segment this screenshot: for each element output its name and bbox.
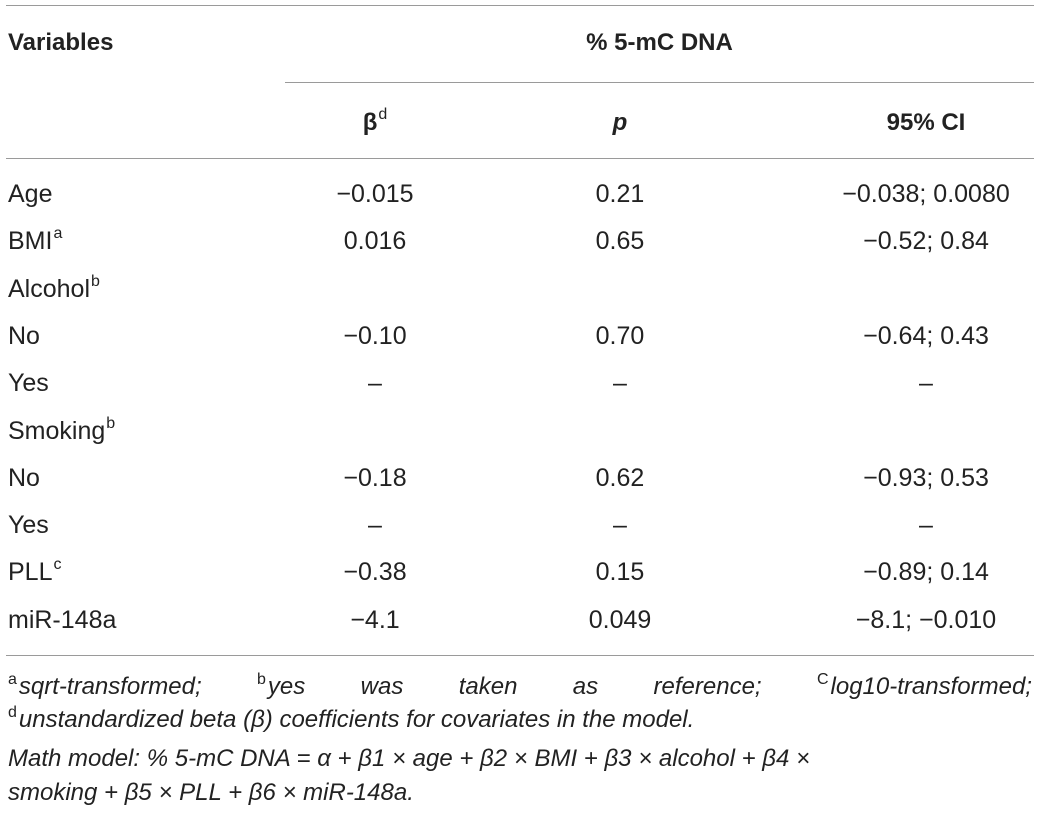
row-label: No <box>8 321 40 351</box>
row-label-text: Alcohol <box>8 275 90 303</box>
header-group-title: % 5-mC DNA <box>586 29 733 56</box>
cell-p: 0.70 <box>595 322 645 350</box>
footnote-b-sup-wrap: byes <box>257 670 305 707</box>
row-label: miR-148a <box>8 605 116 635</box>
row-label: No <box>8 463 40 493</box>
row-label-text: No <box>8 464 40 492</box>
cell-p: 0.65 <box>595 227 645 255</box>
footnote-a: asqrt-transformed; <box>8 670 202 707</box>
cell-beta: – <box>368 511 382 539</box>
table-top-rule <box>6 5 1034 6</box>
row-label: Alcoholb <box>8 273 100 308</box>
footnote-a-sup: a <box>8 671 17 688</box>
cell-p: 0.62 <box>595 464 645 492</box>
math-model-line-1: Math model: % 5-mC DNA = α + β1 × age + … <box>8 745 811 772</box>
cell-ci: −0.52; 0.84 <box>863 227 989 255</box>
row-label: Smokingb <box>8 415 116 450</box>
cell-ci: −0.64; 0.43 <box>863 322 989 350</box>
math-model-line-2: smoking + β5 × PLL + β6 × miR-148a. <box>8 779 414 806</box>
footnote-line-2: dunstandardized beta (β) coefficients fo… <box>8 703 1032 740</box>
cell-ci: – <box>919 369 933 397</box>
footnote-b-word: yes <box>267 673 306 700</box>
footnote-b-word: reference; <box>653 673 762 700</box>
row-label: Yes <box>8 510 49 540</box>
cell-p: 0.049 <box>588 606 652 634</box>
header-beta-label: β <box>362 109 378 136</box>
row-label-sup: a <box>53 225 63 242</box>
cell-beta: −0.015 <box>336 180 414 208</box>
row-label-sup: b <box>91 273 100 290</box>
row-label-text: No <box>8 322 40 350</box>
cell-beta: −0.38 <box>343 558 407 586</box>
footnote-d-text: unstandardized beta (β) coefficients for… <box>18 706 695 733</box>
row-label-text: miR-148a <box>8 606 117 634</box>
row-label-text: Yes <box>8 369 49 397</box>
row-label: Yes <box>8 368 49 398</box>
row-label: Age <box>8 179 52 209</box>
header-beta-sup: d <box>378 106 388 123</box>
footnote-b-word: taken <box>458 673 518 700</box>
footnote-d-sup: d <box>8 704 17 721</box>
row-label-sup: b <box>106 415 116 432</box>
row-label-text: PLL <box>8 558 53 586</box>
cell-beta: 0.016 <box>343 227 407 255</box>
cell-p: 0.15 <box>595 558 645 586</box>
table-bottom-rule <box>6 655 1034 656</box>
cell-ci: −0.93; 0.53 <box>863 464 989 492</box>
cell-p: – <box>613 511 627 539</box>
footnote-c: Clog10-transformed; <box>817 670 1032 707</box>
footnote-c-sup: C <box>816 671 829 688</box>
footnote-b-word: was <box>360 673 404 700</box>
header-variables: Variables <box>8 29 114 56</box>
row-label-text: BMI <box>8 227 53 255</box>
header-p: p <box>612 109 628 136</box>
cell-ci: – <box>919 511 933 539</box>
header-ci: 95% CI <box>886 109 966 136</box>
cell-beta: −0.18 <box>343 464 407 492</box>
cell-p: – <box>613 369 627 397</box>
cell-p: 0.21 <box>595 180 645 208</box>
header-beta: βd <box>290 106 460 141</box>
footnote-c-text: log10-transformed; <box>830 673 1032 700</box>
cell-ci: −0.038; 0.0080 <box>842 180 1010 208</box>
header-span-rule <box>285 82 1034 83</box>
cell-ci: −0.89; 0.14 <box>863 558 989 586</box>
row-label-text: Smoking <box>8 417 106 445</box>
footnote-b-sup: b <box>257 671 266 688</box>
cell-beta: −0.10 <box>343 322 407 350</box>
cell-beta: – <box>368 369 382 397</box>
row-label-sup: c <box>53 556 62 573</box>
footnote-b-word: as <box>572 673 599 700</box>
row-label: BMIa <box>8 225 63 260</box>
cell-ci: −8.1; −0.010 <box>855 606 997 634</box>
row-label: PLLc <box>8 556 62 591</box>
footnote-a-text: sqrt-transformed; <box>18 673 202 700</box>
row-label-text: Age <box>8 180 53 208</box>
cell-beta: −4.1 <box>350 606 400 634</box>
footnote-line-1: asqrt-transformed; byes was taken as ref… <box>8 670 1032 707</box>
row-label-text: Yes <box>8 511 49 539</box>
table-header-rule <box>6 158 1034 159</box>
